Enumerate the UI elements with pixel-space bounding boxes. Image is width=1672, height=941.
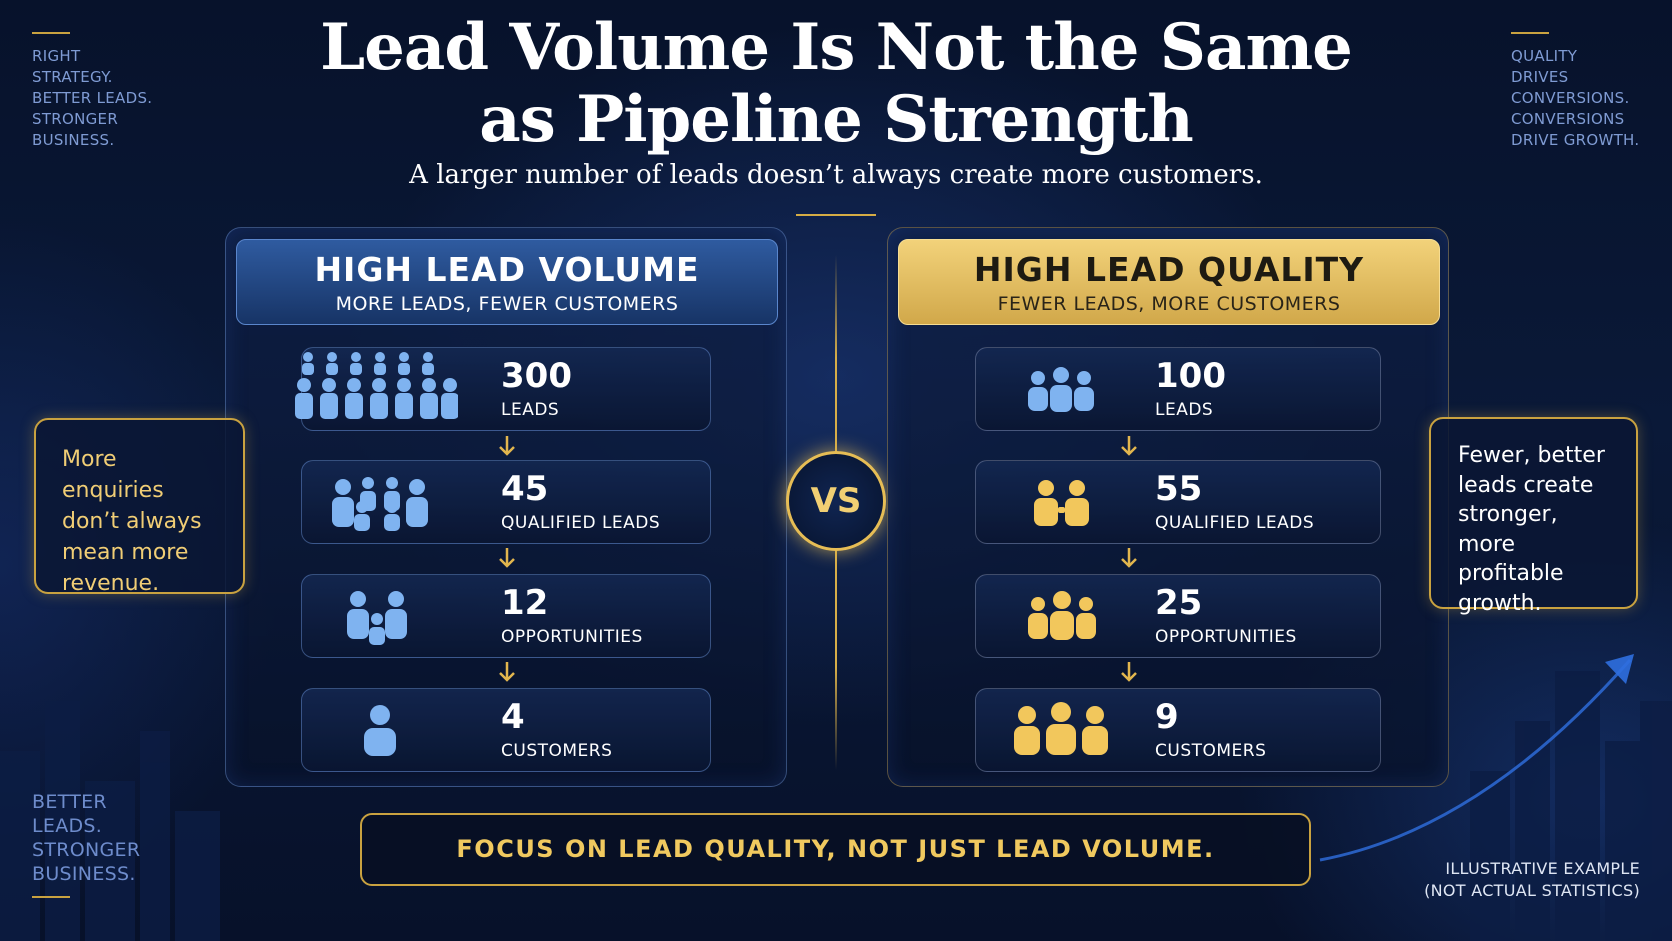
callout-line: leads create [1458,472,1594,498]
corner-slogan-bottom-left: BETTER LEADS. STRONGER BUSINESS. [32,790,140,898]
callout-line: More enquiries [62,447,164,503]
slogan-line: STRATEGY. [32,68,113,86]
title-divider [796,214,876,216]
funnel-stage-customers: 9 CUSTOMERS [975,688,1381,772]
focus-banner: FOCUS ON LEAD QUALITY, NOT JUST LEAD VOL… [360,813,1311,886]
people-pair-icon [1034,480,1089,526]
person-icon [364,705,396,756]
slogan-line: BUSINESS. [32,863,136,885]
arrow-down-icon [1121,436,1137,456]
stage-value: 55 [1155,469,1203,509]
slogan-line: DRIVE GROWTH. [1511,131,1640,149]
stage-label: LEADS [1155,400,1214,420]
callout-line: mean more [62,540,189,565]
gold-rule [32,896,70,898]
slogan-line: BUSINESS. [32,131,115,149]
panel-subtitle: FEWER LEADS, MORE CUSTOMERS [997,293,1341,315]
gold-rule [32,32,70,34]
people-group-icon [347,591,407,645]
page-title: Lead Volume Is Not the Same as Pipeline … [320,10,1353,157]
high-quality-panel: HIGH LEAD QUALITY FEWER LEADS, MORE CUST… [887,227,1449,787]
growth-arrow-icon [1319,654,1634,862]
slogan-line: BETTER [32,791,107,813]
people-group-icon [1028,591,1096,640]
people-group-icon [1028,367,1094,412]
stage-label: CUSTOMERS [1155,741,1267,761]
stage-label: CUSTOMERS [501,741,613,761]
callout-left: More enquiries don’t always mean more re… [34,418,245,596]
callout-line: don’t always [62,509,202,534]
stage-value: 300 [501,356,572,396]
stage-value: 45 [501,469,549,509]
callout-line: Fewer, better [1458,443,1605,468]
disclaimer: ILLUSTRATIVE EXAMPLE (NOT ACTUAL STATIST… [1400,858,1640,902]
stage-value: 9 [1155,697,1179,737]
high-quality-header: HIGH LEAD QUALITY FEWER LEADS, MORE CUST… [898,239,1440,325]
corner-slogan-top-right: QUALITY DRIVES CONVERSIONS. CONVERSIONS … [1511,32,1639,151]
stage-value: 25 [1155,583,1203,623]
high-volume-header: HIGH LEAD VOLUME MORE LEADS, FEWER CUSTO… [236,239,778,325]
stage-value: 100 [1155,356,1226,396]
funnel-stage-customers: 4 CUSTOMERS [301,688,711,772]
slogan-line: RIGHT [32,47,81,65]
arrow-down-icon [499,548,515,568]
slogan-line: STRONGER [32,839,141,861]
panel-subtitle: MORE LEADS, FEWER CUSTOMERS [335,293,679,315]
slogan-line: LEADS. [32,815,103,837]
disclaimer-line: ILLUSTRATIVE EXAMPLE [1445,859,1640,878]
page-subtitle: A larger number of leads doesn’t always … [409,160,1263,190]
funnel-stage-leads: 100 LEADS [975,347,1381,431]
slogan-line: QUALITY [1511,47,1578,65]
people-group-icon [295,352,458,419]
funnel-stage-opportunities: 12 OPPORTUNITIES [301,574,711,658]
callout-right: Fewer, better leads create stronger, mor… [1429,417,1638,616]
arrow-down-icon [499,662,515,682]
funnel-stage-qualified: 55 QUALIFIED LEADS [975,460,1381,544]
people-group-icon [1014,702,1108,755]
stage-label: OPPORTUNITIES [1155,627,1297,647]
funnel-stage-opportunities: 25 OPPORTUNITIES [975,574,1381,658]
panel-title: HIGH LEAD VOLUME [314,250,700,289]
callout-line: more profitable [1458,531,1564,587]
arrow-down-icon [499,436,515,456]
stage-value: 4 [501,697,525,737]
stage-label: QUALIFIED LEADS [1155,513,1315,533]
slogan-line: BETTER LEADS. [32,89,153,107]
stage-label: QUALIFIED LEADS [501,513,661,533]
slogan-line: CONVERSIONS. [1511,89,1630,107]
funnel-stage-qualified: 45 QUALIFIED LEADS [301,460,711,544]
panel-title: HIGH LEAD QUALITY [973,250,1365,289]
callout-line: growth. [1458,590,1542,616]
high-volume-panel: HIGH LEAD VOLUME MORE LEADS, FEWER CUSTO… [225,227,787,787]
stage-label: LEADS [501,400,560,420]
gold-rule [1511,32,1549,34]
disclaimer-line: (NOT ACTUAL STATISTICS) [1424,881,1640,900]
stage-label: OPPORTUNITIES [501,627,643,647]
slogan-line: STRONGER [32,110,119,128]
people-group-icon [332,477,428,531]
callout-line: stronger, [1458,502,1558,527]
funnel-stage-leads: 300 LEADS [295,347,711,431]
slogan-line: DRIVES [1511,68,1569,86]
corner-slogan-top-left: RIGHT STRATEGY. BETTER LEADS. STRONGER B… [32,32,152,151]
arrow-down-icon [1121,548,1137,568]
vs-badge: VS [786,451,886,551]
slogan-line: CONVERSIONS [1511,110,1625,128]
arrow-down-icon [1121,662,1137,682]
stage-value: 12 [501,583,549,623]
callout-line: revenue. [62,571,160,596]
